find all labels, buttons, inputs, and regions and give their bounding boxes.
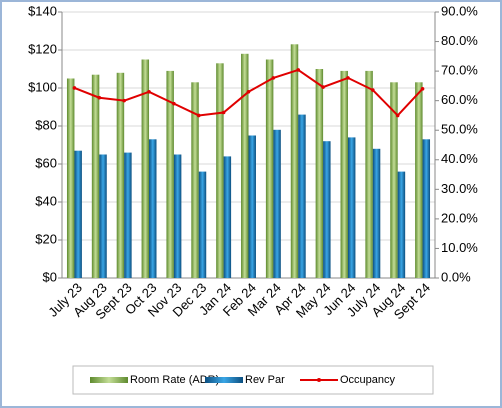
legend-swatch bbox=[205, 377, 243, 383]
legend-label: Rev Par bbox=[245, 374, 285, 386]
y-tick-label: $80 bbox=[35, 117, 57, 132]
y-tick-label: $120 bbox=[28, 41, 57, 56]
y-tick-label: $40 bbox=[35, 193, 57, 208]
legend-marker bbox=[317, 378, 321, 382]
y2-tick-label: 70.0% bbox=[441, 63, 478, 78]
marker bbox=[147, 90, 151, 94]
bar bbox=[298, 114, 306, 278]
marker bbox=[97, 95, 102, 100]
marker bbox=[72, 86, 77, 90]
y2-tick-label: 50.0% bbox=[441, 122, 478, 137]
bar bbox=[390, 82, 398, 278]
bar bbox=[198, 171, 207, 278]
bar bbox=[223, 156, 232, 278]
y2-tick-label: 60.0% bbox=[441, 92, 478, 107]
bar bbox=[116, 72, 125, 278]
y-tick-label: $100 bbox=[28, 79, 57, 94]
y2-tick-label: 90.0% bbox=[441, 3, 478, 18]
bar bbox=[248, 135, 256, 278]
bar bbox=[141, 59, 150, 278]
bar bbox=[372, 148, 381, 278]
y-tick-label: $20 bbox=[35, 231, 57, 246]
legend-swatch bbox=[90, 377, 128, 383]
bar bbox=[290, 44, 299, 278]
bar bbox=[241, 53, 249, 278]
marker bbox=[172, 101, 176, 106]
y2-tick-label: 0.0% bbox=[441, 269, 471, 284]
legend-label: Occupancy bbox=[340, 374, 396, 386]
marker bbox=[371, 88, 375, 92]
bar bbox=[315, 69, 324, 278]
legend-label: Room Rate (ADR) bbox=[130, 374, 219, 386]
bar bbox=[99, 154, 107, 278]
marker bbox=[122, 98, 126, 103]
y-tick-label: $60 bbox=[35, 155, 57, 170]
marker bbox=[346, 76, 350, 80]
marker bbox=[271, 76, 276, 80]
marker bbox=[246, 90, 251, 94]
y2-tick-label: 40.0% bbox=[441, 151, 478, 166]
marker bbox=[420, 87, 425, 91]
y2-tick-label: 20.0% bbox=[441, 210, 478, 225]
y2-tick-label: 10.0% bbox=[441, 240, 478, 255]
bar bbox=[74, 150, 82, 278]
bar bbox=[216, 63, 224, 278]
bar bbox=[124, 152, 132, 278]
marker bbox=[296, 68, 301, 72]
bar bbox=[347, 137, 356, 278]
marker bbox=[196, 113, 201, 118]
legend-box bbox=[72, 365, 434, 395]
y-tick-label: $140 bbox=[28, 3, 57, 18]
marker bbox=[395, 113, 400, 118]
bar bbox=[173, 154, 182, 278]
bar bbox=[415, 82, 423, 278]
bar bbox=[365, 70, 373, 279]
bar bbox=[191, 82, 199, 278]
bar bbox=[323, 141, 331, 278]
bar bbox=[166, 70, 174, 279]
y2-tick-label: 30.0% bbox=[441, 181, 478, 196]
marker bbox=[321, 85, 325, 89]
bar bbox=[149, 139, 157, 278]
bar bbox=[397, 171, 406, 278]
bar bbox=[273, 129, 281, 278]
y2-tick-label: 80.0% bbox=[441, 33, 478, 48]
marker bbox=[221, 110, 226, 115]
bar bbox=[422, 139, 431, 278]
bar bbox=[66, 78, 75, 278]
y-tick-label: $0 bbox=[43, 269, 57, 284]
bar bbox=[265, 59, 274, 278]
bar bbox=[91, 74, 100, 278]
bar bbox=[340, 70, 348, 279]
